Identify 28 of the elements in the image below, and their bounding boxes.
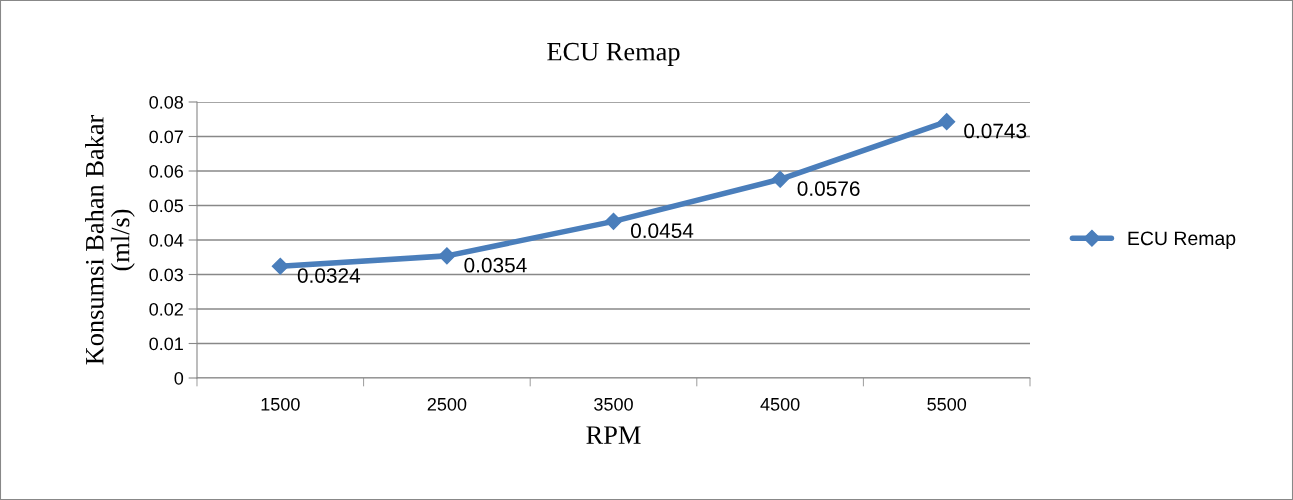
x-tick-label: 3500 <box>594 397 633 411</box>
x-tick-label: 1500 <box>261 397 300 411</box>
legend-label: ECU Remap <box>1128 231 1236 250</box>
point <box>771 170 789 188</box>
y-tick-label: 0.05 <box>149 199 184 213</box>
x-axis-title: RPM <box>586 426 641 444</box>
point <box>938 113 956 131</box>
point <box>604 212 623 230</box>
data-label: 0.0324 <box>297 268 361 283</box>
x-tick-label: 4500 <box>760 397 800 411</box>
y-tick-label: 0.08 <box>149 95 184 109</box>
point <box>271 257 289 275</box>
y-axis-title: Konsumsi Bahan Bakar (ml/s) <box>85 114 135 365</box>
y-tick-label: 0.02 <box>149 302 183 316</box>
data-label: 0.0354 <box>464 257 527 273</box>
data-label: 0.0454 <box>630 223 694 239</box>
point <box>438 247 456 265</box>
y-tick-label: 0.04 <box>149 233 184 247</box>
x-tick-label: 5500 <box>927 397 967 411</box>
data-label: 0.0576 <box>797 181 860 196</box>
y-tick-label: 0.03 <box>149 268 184 282</box>
data-label: 0.0743 <box>964 123 1027 139</box>
y-tick-label: 0 <box>174 371 184 385</box>
y-tick-label: 0.01 <box>149 337 183 351</box>
y-tick-label: 0.06 <box>149 164 184 178</box>
x-tick-label: 2500 <box>427 397 467 411</box>
chart-title: ECU Remap <box>547 42 680 66</box>
y-tick-label: 0.07 <box>149 130 183 144</box>
